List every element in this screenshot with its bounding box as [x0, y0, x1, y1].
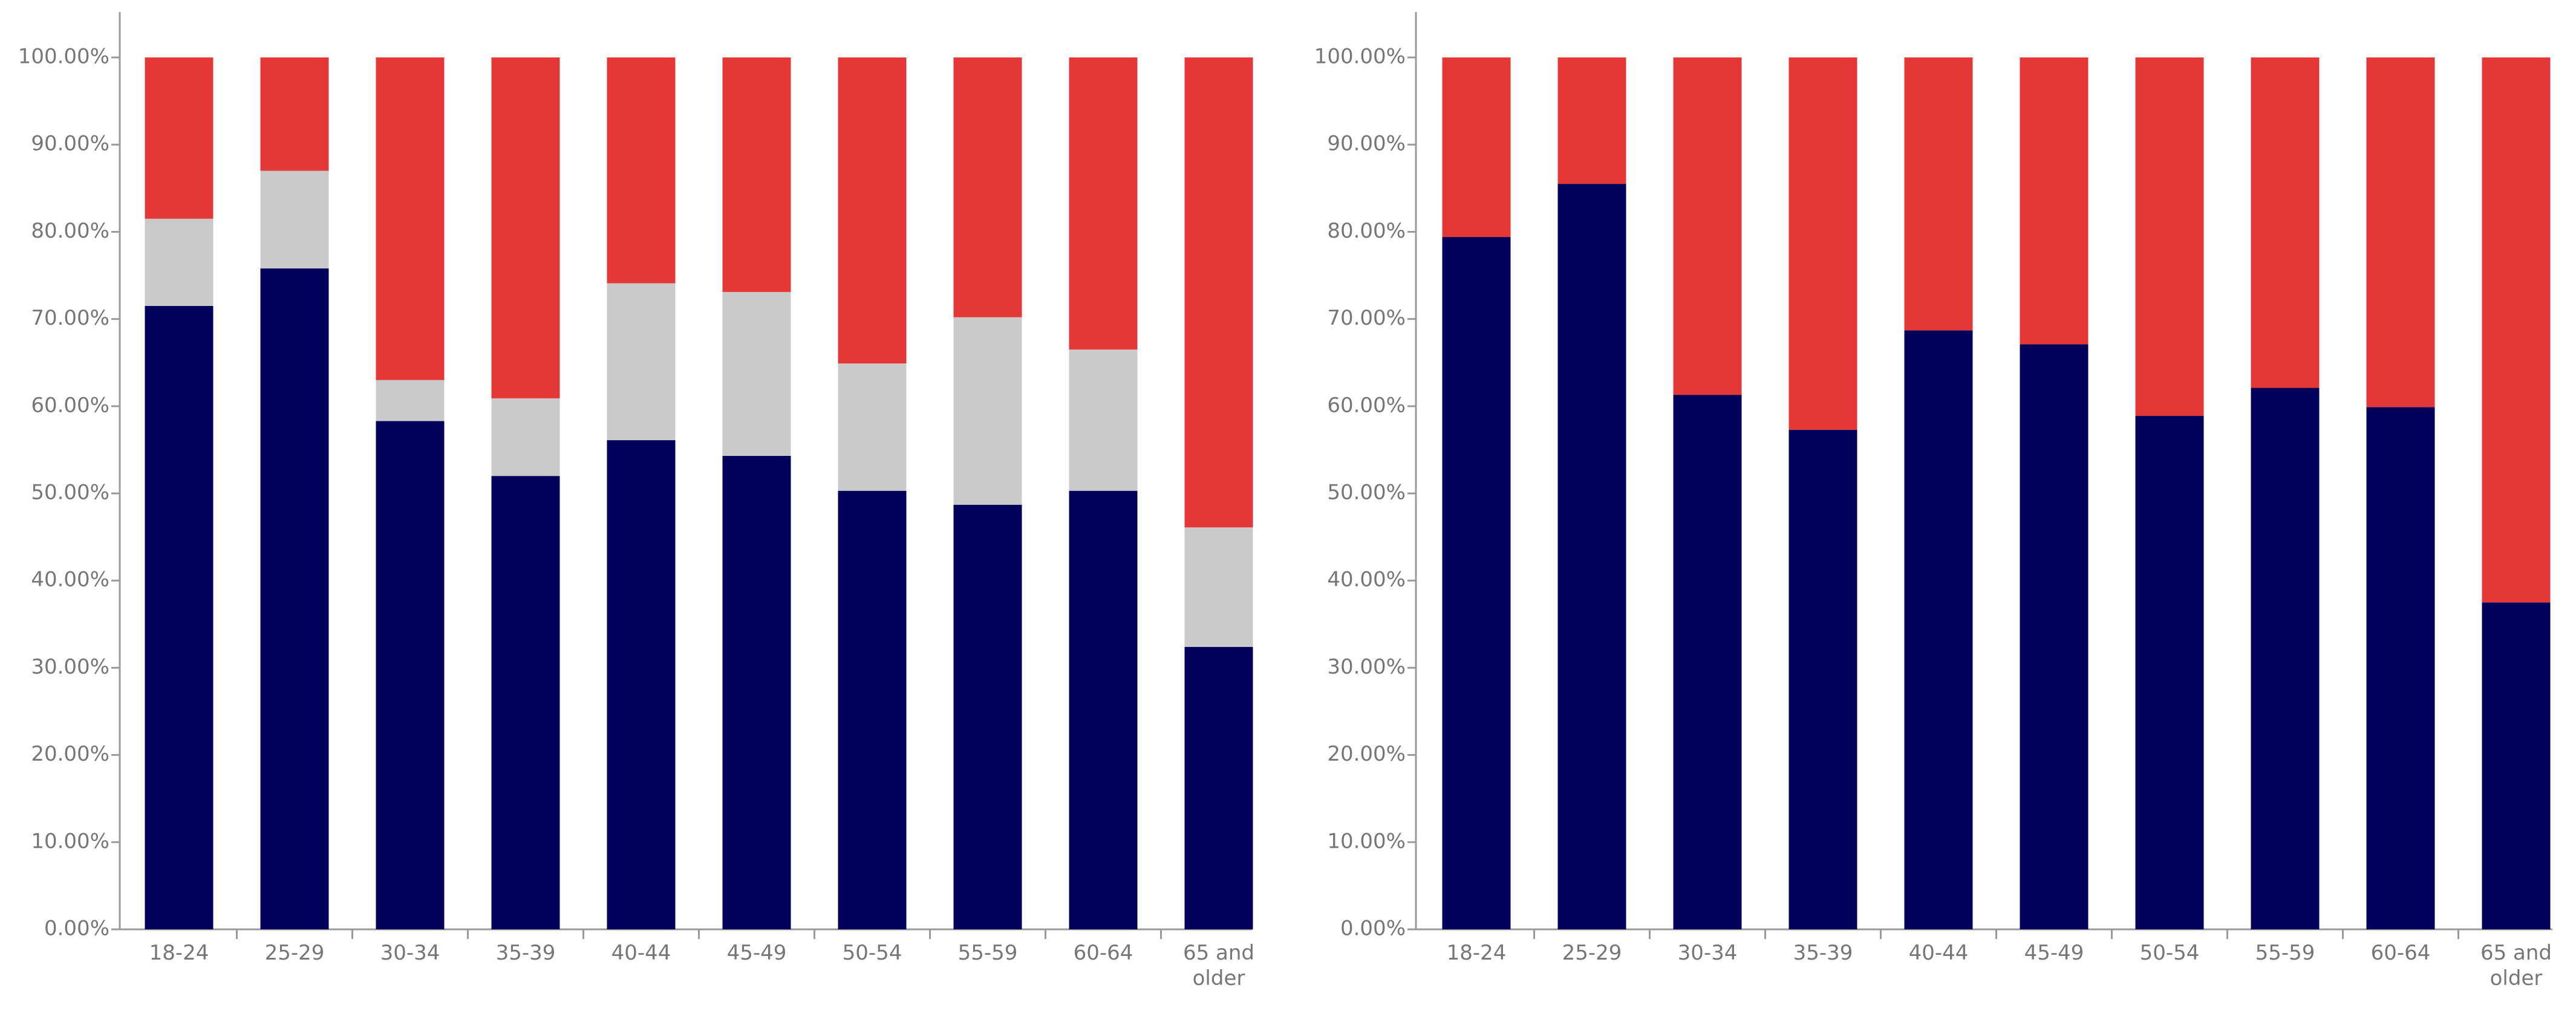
x-category-label: 40-44 — [611, 941, 671, 965]
bar-segment-series-3 — [1184, 57, 1253, 528]
bar-segment-series-3 — [722, 57, 791, 292]
y-tick-label: 0.00% — [44, 917, 109, 941]
bar-segment-series-1 — [953, 504, 1022, 929]
bar-segment-series-3 — [838, 57, 907, 364]
x-category-label: 18-24 — [149, 941, 209, 965]
bar-segment-series-2 — [1184, 527, 1253, 647]
bar-segment-series-1 — [1184, 646, 1253, 929]
y-tick-label: 40.00% — [1327, 568, 1406, 592]
right-stacked-bar-chart: 0.00% 10.00% 20.00% 30.00% 40.00% 50.00% 60.00… — [1314, 12, 2552, 990]
y-tick-label: 40.00% — [31, 568, 109, 592]
bar-segment-series-3 — [376, 57, 445, 380]
x-category-label: 35-39 — [496, 941, 556, 965]
bar-segment-series-2 — [1904, 57, 1973, 331]
bar-segment-series-1 — [1557, 184, 1626, 930]
bar-segment-series-1 — [1789, 429, 1857, 929]
bar-segment-series-1 — [1442, 237, 1511, 929]
bar-segment-series-1 — [145, 305, 214, 930]
bar-segment-series-2 — [838, 363, 907, 491]
bar-segment-series-1 — [2135, 415, 2204, 929]
bar-segment-series-1 — [2366, 407, 2435, 929]
bar-segment-series-1 — [838, 490, 907, 929]
bar-segment-series-3 — [145, 57, 214, 219]
y-tick-label: 50.00% — [31, 481, 109, 505]
x-category-label: 25-29 — [265, 941, 325, 965]
bar-segment-series-3 — [1069, 57, 1138, 350]
y-tick-label: 90.00% — [31, 132, 109, 156]
x-category-label: 50-54 — [843, 941, 902, 965]
left-stacked-bar-chart: 0.00% 10.00% 20.00% 30.00% 40.00% 50.00% 60.00… — [18, 12, 1254, 990]
y-tick-label: 70.00% — [31, 306, 109, 330]
bar-segment-series-2 — [722, 291, 791, 456]
x-category-label: 30-34 — [380, 941, 440, 965]
x-category-label: 55-59 — [2255, 941, 2315, 965]
bar-segment-series-2 — [1557, 57, 1626, 184]
y-tick-label: 30.00% — [1327, 655, 1406, 679]
y-tick-label: 90.00% — [1327, 132, 1406, 156]
bar-segment-series-1 — [376, 421, 445, 929]
x-category-label: 45-49 — [727, 941, 787, 965]
y-tick-label: 80.00% — [1327, 219, 1406, 243]
bar-segment-series-2 — [145, 218, 214, 306]
bar-segment-series-2 — [376, 380, 445, 421]
bar-segment-series-1 — [2020, 344, 2089, 929]
bar-segment-series-1 — [2482, 602, 2551, 929]
bar-segment-series-2 — [607, 283, 676, 441]
x-category-label: 25-29 — [1562, 941, 1622, 965]
bar-segment-series-1 — [722, 455, 791, 929]
x-category-label: 30-34 — [1678, 941, 1738, 965]
bar-segment-series-2 — [491, 398, 560, 476]
x-category-label: 60-64 — [2371, 941, 2431, 965]
y-tick-label: 100.00% — [1314, 45, 1406, 69]
bar-segment-series-2 — [2366, 57, 2435, 408]
y-tick-label: 20.00% — [31, 742, 109, 766]
y-tick-label: 30.00% — [31, 655, 109, 679]
x-category-label: 45-49 — [2024, 941, 2084, 965]
bar-segment-series-1 — [2251, 388, 2320, 929]
y-tick-label: 10.00% — [1327, 829, 1406, 853]
bar-segment-series-1 — [260, 268, 329, 929]
y-tick-label: 60.00% — [31, 393, 109, 417]
bar-segment-series-2 — [260, 171, 329, 268]
y-tick-label: 80.00% — [31, 219, 109, 243]
bar-segment-series-1 — [607, 440, 676, 929]
bar-segment-series-3 — [491, 57, 560, 398]
y-tick-label: 0.00% — [1340, 917, 1406, 941]
bar-segment-series-2 — [953, 317, 1022, 505]
x-category-label: 65 and older — [2480, 941, 2552, 990]
y-tick-label: 100.00% — [18, 45, 109, 69]
bar-segment-series-2 — [1442, 57, 1511, 238]
bar-segment-series-2 — [2251, 57, 2320, 388]
bar-segment-series-2 — [1069, 349, 1138, 491]
y-tick-label: 70.00% — [1327, 306, 1406, 330]
x-category-label: 55-59 — [958, 941, 1018, 965]
x-category-label: 65 and older — [1183, 941, 1254, 990]
bar-segment-series-2 — [2482, 57, 2551, 603]
bar-segment-series-1 — [1904, 330, 1973, 929]
y-tick-label: 50.00% — [1327, 481, 1406, 505]
x-category-label: 40-44 — [1909, 941, 1969, 965]
bar-segment-series-2 — [2135, 57, 2204, 416]
x-category-label: 35-39 — [1793, 941, 1853, 965]
bar-segment-series-1 — [491, 476, 560, 929]
y-tick-label: 60.00% — [1327, 393, 1406, 417]
x-category-label: 50-54 — [2140, 941, 2200, 965]
bar-segment-series-1 — [1069, 490, 1138, 929]
x-category-label: 60-64 — [1074, 941, 1133, 965]
y-tick-label: 10.00% — [31, 829, 109, 853]
y-tick-label: 20.00% — [1327, 742, 1406, 766]
bar-segment-series-3 — [953, 57, 1022, 317]
bar-segment-series-2 — [2020, 57, 2089, 345]
bar-segment-series-2 — [1789, 57, 1857, 430]
bar-segment-series-2 — [1673, 57, 1742, 395]
bar-segment-series-3 — [260, 57, 329, 171]
bar-segment-series-1 — [1673, 395, 1742, 929]
x-category-label: 18-24 — [1447, 941, 1507, 965]
bar-segment-series-3 — [607, 57, 676, 284]
